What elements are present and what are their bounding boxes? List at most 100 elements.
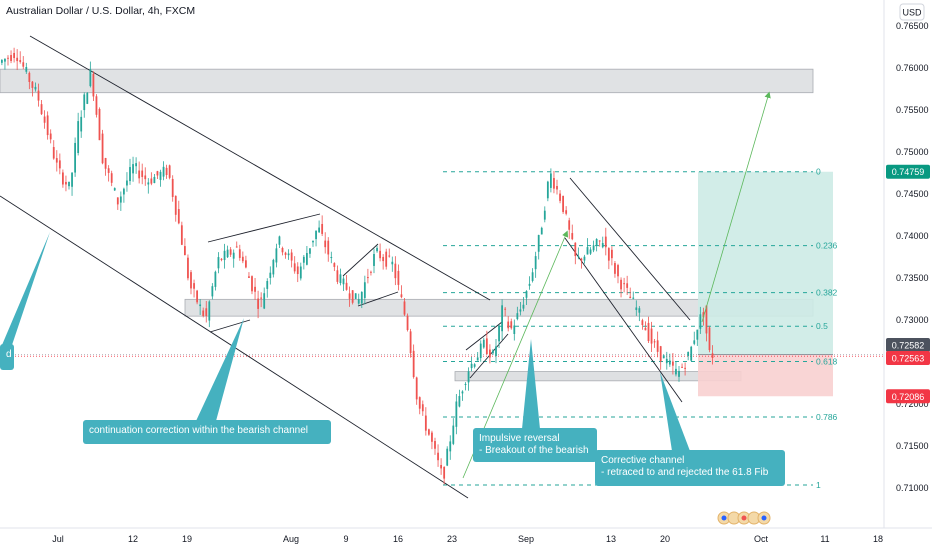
- annotation-partial-text: d: [6, 349, 12, 360]
- candle-bear: [345, 282, 348, 290]
- candle-bear: [653, 341, 656, 343]
- candle-bull: [583, 256, 586, 261]
- candle-bear: [489, 349, 491, 358]
- candle-bull: [1, 60, 3, 63]
- currency-button[interactable]: USD: [899, 3, 925, 21]
- candle-bull: [577, 255, 580, 257]
- price-tags: 0.74759 0.72582 0.72563 0.72086: [886, 164, 930, 404]
- price-axis[interactable]: 0.76500 0.76000 0.75500 0.75000 0.74500 0.740…: [896, 21, 929, 493]
- candle-bull: [675, 368, 677, 375]
- candle-bull: [668, 360, 671, 365]
- price-tag-label: 0.72582: [892, 341, 925, 351]
- trendline: [342, 243, 379, 277]
- candle-bear: [238, 249, 241, 258]
- price-tick-label: 0.73000: [896, 315, 929, 325]
- candle-bull: [80, 116, 83, 132]
- candle-bear: [220, 258, 223, 260]
- candle-bear: [156, 171, 159, 176]
- candle-bull: [516, 313, 519, 320]
- candle-bear: [507, 321, 510, 329]
- candle-bear: [43, 116, 46, 123]
- candle-bear: [568, 220, 571, 230]
- trendline: [465, 321, 503, 351]
- candle-bear: [257, 298, 259, 309]
- candle-bear: [62, 172, 64, 185]
- candle-bear: [437, 452, 439, 461]
- candle-bull: [589, 249, 592, 254]
- trendline: [207, 213, 321, 243]
- candle-bear: [333, 263, 336, 267]
- candle-bull: [86, 92, 89, 104]
- price-tag-target: [886, 164, 930, 179]
- candle-bear: [440, 464, 442, 469]
- fib-level-label: 0.382: [816, 288, 838, 298]
- candle-bear: [672, 361, 674, 366]
- price-tick-label: 0.71500: [896, 441, 929, 451]
- candle-bull: [272, 259, 275, 275]
- currency-label: USD: [902, 8, 922, 18]
- candle-bear: [296, 266, 299, 275]
- candle-bull: [461, 391, 464, 394]
- price-tick-label: 0.74500: [896, 189, 929, 199]
- candle-bear: [644, 327, 647, 331]
- candle-bear: [684, 367, 686, 369]
- profit-zone: [698, 171, 833, 355]
- candle-bear: [101, 133, 104, 164]
- price-tick-label: 0.72000: [896, 399, 929, 409]
- candle-bear: [165, 167, 168, 175]
- candle-bear: [52, 147, 55, 159]
- candle-bear: [620, 279, 622, 290]
- candle-bull: [89, 69, 92, 87]
- candle-bear: [504, 308, 507, 310]
- candle-bear: [418, 397, 421, 409]
- candle-bull: [275, 248, 278, 263]
- candle-bear: [382, 256, 385, 262]
- time-axis[interactable]: Jul 12 19 Aug 9 16 23 Sep 13 20 Oct 11 18: [52, 534, 883, 544]
- candle-bear: [144, 175, 147, 180]
- candle-bull: [534, 256, 537, 270]
- candle-bull: [687, 352, 690, 356]
- candle-bull: [263, 293, 266, 309]
- candle-bear: [98, 108, 101, 141]
- candle-bull: [592, 245, 595, 251]
- candle-bear: [174, 195, 177, 215]
- candle-bear: [241, 256, 244, 262]
- candle-bull: [147, 182, 150, 185]
- candle-bear: [403, 301, 406, 315]
- candle-bear: [22, 62, 25, 67]
- candle-bull: [482, 339, 485, 348]
- candle-bear: [49, 133, 52, 140]
- candle-bear: [562, 195, 564, 212]
- fib-level-label: 1: [816, 480, 821, 490]
- candle-bear: [614, 263, 616, 274]
- candle-bear: [553, 178, 555, 189]
- candle-bear: [370, 271, 372, 273]
- candle-bear: [711, 353, 714, 358]
- price-tick-label: 0.76500: [896, 21, 929, 31]
- candle-bull: [373, 254, 375, 266]
- candle-bull: [119, 196, 122, 203]
- candle-bull: [638, 308, 641, 313]
- candle-bear: [13, 52, 15, 59]
- supply-zone: [0, 68, 814, 94]
- candle-bear: [107, 168, 110, 173]
- economic-events-icons[interactable]: [717, 511, 771, 525]
- candle-bull: [214, 271, 217, 287]
- annotation-partial-box: [0, 344, 14, 370]
- candle-bull: [153, 176, 156, 184]
- annotation-corrective-text: - retraced to and rejected the 61.8 Fib: [601, 467, 769, 478]
- annotation-continuation-box: [83, 420, 331, 444]
- candle-bear: [647, 322, 650, 342]
- fib-level-label: 0.618: [816, 357, 838, 367]
- candle-bear: [184, 246, 186, 256]
- fib-level-label: 0.236: [816, 241, 838, 251]
- candle-bull: [330, 257, 333, 259]
- candle-bear: [235, 246, 238, 248]
- candle-bear: [659, 346, 662, 362]
- candle-bull: [391, 261, 394, 265]
- candle-bear: [10, 55, 12, 61]
- target-arrow: [701, 91, 771, 323]
- candle-bull: [132, 164, 134, 174]
- zones-layer: [0, 68, 833, 397]
